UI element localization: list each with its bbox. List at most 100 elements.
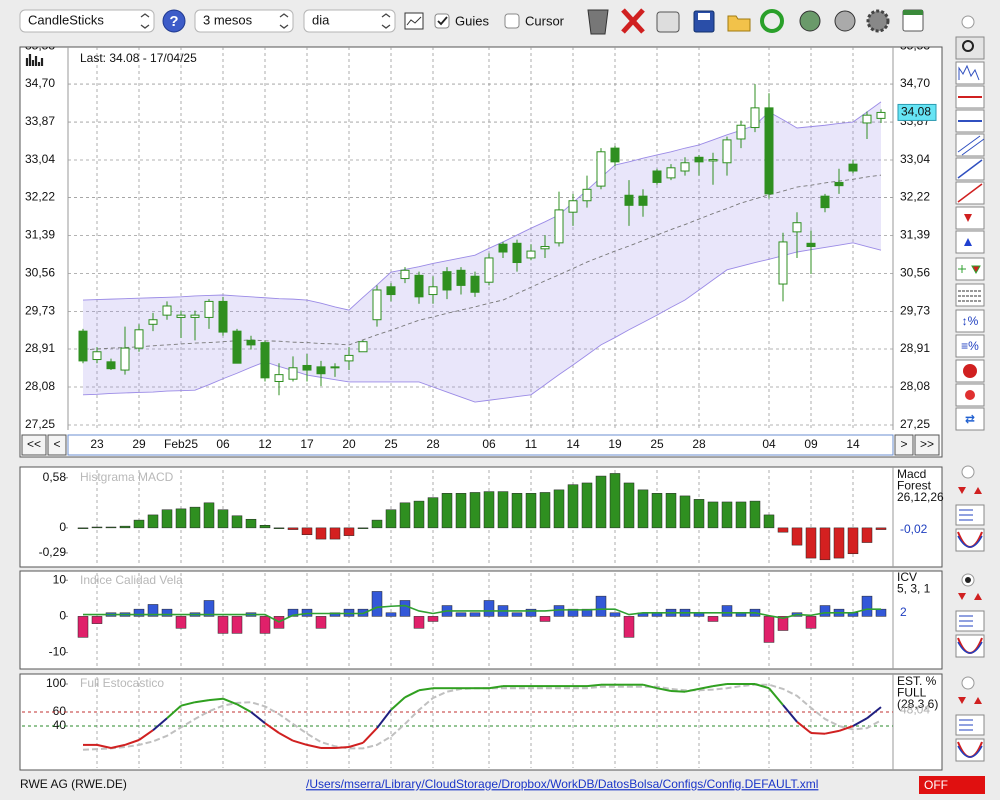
tool-icon (963, 364, 977, 378)
k-line-segment (138, 729, 154, 741)
refresh-button[interactable] (760, 9, 784, 33)
y-tick-label: 60 (53, 704, 67, 718)
candle-body (638, 195, 648, 206)
bar (791, 527, 803, 546)
radio[interactable] (961, 465, 975, 479)
k-line-segment (586, 683, 602, 688)
radio[interactable] (961, 15, 975, 29)
channel-button[interactable] (955, 133, 985, 157)
lines-button[interactable] (955, 283, 985, 307)
icv-panel (19, 570, 943, 670)
checkmark (437, 16, 448, 26)
chart-icon (406, 16, 422, 26)
bar (833, 527, 845, 559)
k-line-segment (292, 739, 308, 746)
bar (175, 508, 187, 529)
bar (651, 493, 663, 529)
x-tick-label: 14 (566, 437, 580, 451)
k-line-segment (768, 687, 784, 706)
zoom-button[interactable] (955, 36, 985, 60)
bar (399, 502, 411, 529)
panel-tool-button[interactable] (955, 738, 985, 762)
tool-icon (964, 238, 972, 246)
chevron (279, 13, 289, 29)
bar (665, 493, 677, 529)
x-tick-label: Feb25 (164, 437, 198, 451)
k-line-segment (278, 732, 294, 742)
swap-button[interactable] (955, 407, 985, 431)
candle-body (232, 330, 242, 364)
k-line-segment (194, 699, 210, 704)
y-tick-label: 30,56 (900, 266, 930, 280)
x-tick-label: 23 (90, 437, 104, 451)
period-select[interactable] (194, 9, 294, 33)
style-select[interactable] (19, 9, 155, 33)
legend-icon (25, 54, 44, 66)
candle-body (204, 300, 214, 318)
web-button[interactable] (799, 10, 821, 32)
next-button[interactable] (894, 434, 914, 456)
panel-title: Histgrama MACD (80, 470, 174, 484)
y-tick-label: 31,39 (900, 228, 930, 242)
bar (469, 492, 481, 529)
first-button[interactable] (21, 434, 47, 456)
bar (427, 616, 439, 622)
percent-button[interactable] (955, 309, 985, 333)
help-button[interactable] (162, 9, 186, 33)
legend-text: EST. % (897, 674, 937, 688)
k-line-segment (208, 697, 224, 702)
previous-button[interactable] (47, 434, 67, 456)
guides-checkbox[interactable] (434, 13, 450, 29)
bar (581, 482, 593, 529)
candle-body (344, 354, 354, 362)
candle-body (176, 314, 186, 318)
period-select-text: 3 mesos (203, 12, 253, 27)
interval-select[interactable] (303, 9, 396, 33)
candle-body (708, 159, 718, 162)
tool-icon (957, 135, 985, 156)
sidebar: ↕% ≡% ⇄ (955, 36, 985, 690)
chart-button[interactable] (404, 12, 424, 30)
candle-body (92, 351, 102, 361)
bar (511, 493, 523, 529)
y-tick-label: 35,53 (900, 38, 930, 52)
candle-body (134, 329, 144, 349)
candle-body (330, 366, 340, 369)
y-tick-label: 27,25 (900, 417, 930, 431)
bar (721, 605, 733, 617)
panel-tool-icon (958, 487, 982, 494)
print-button[interactable] (656, 11, 680, 33)
lower-band (82, 242, 882, 403)
bar (217, 616, 229, 634)
y-tick-label: 33,04 (900, 152, 930, 166)
candle-body (834, 181, 844, 187)
k-line-segment (376, 709, 392, 729)
k-line-segment (698, 685, 714, 690)
bar (693, 499, 705, 529)
k-line-segment (152, 717, 168, 731)
panel-tool-button[interactable] (955, 528, 985, 552)
clear-button[interactable] (621, 8, 645, 34)
bar (749, 500, 761, 529)
open-button[interactable] (727, 15, 751, 32)
percent-lines-button[interactable] (955, 334, 985, 358)
k-line-segment (712, 683, 728, 688)
bar (189, 506, 201, 529)
settings-button[interactable] (866, 9, 890, 33)
last-button[interactable] (914, 434, 940, 456)
config-link[interactable]: /Users/mserra/Library/CloudStorage/Dropb… (306, 777, 818, 791)
signals-button[interactable] (955, 257, 985, 281)
delete-button[interactable] (587, 9, 609, 35)
chevron (140, 13, 150, 29)
bar (259, 616, 271, 634)
y-tick-label: 10 (53, 572, 67, 586)
currency-button[interactable] (834, 10, 856, 32)
cursor-checkbox[interactable] (504, 13, 520, 29)
bar (455, 493, 467, 529)
radio[interactable] (961, 676, 975, 690)
bar (427, 497, 439, 529)
candle-body (666, 167, 676, 179)
charts: 27,25 27,25 28,08 28,08 28,91 28,91 29,73 29,73… (22, 38, 985, 768)
candle-body (456, 269, 466, 286)
panel-tool-button[interactable] (955, 634, 985, 658)
